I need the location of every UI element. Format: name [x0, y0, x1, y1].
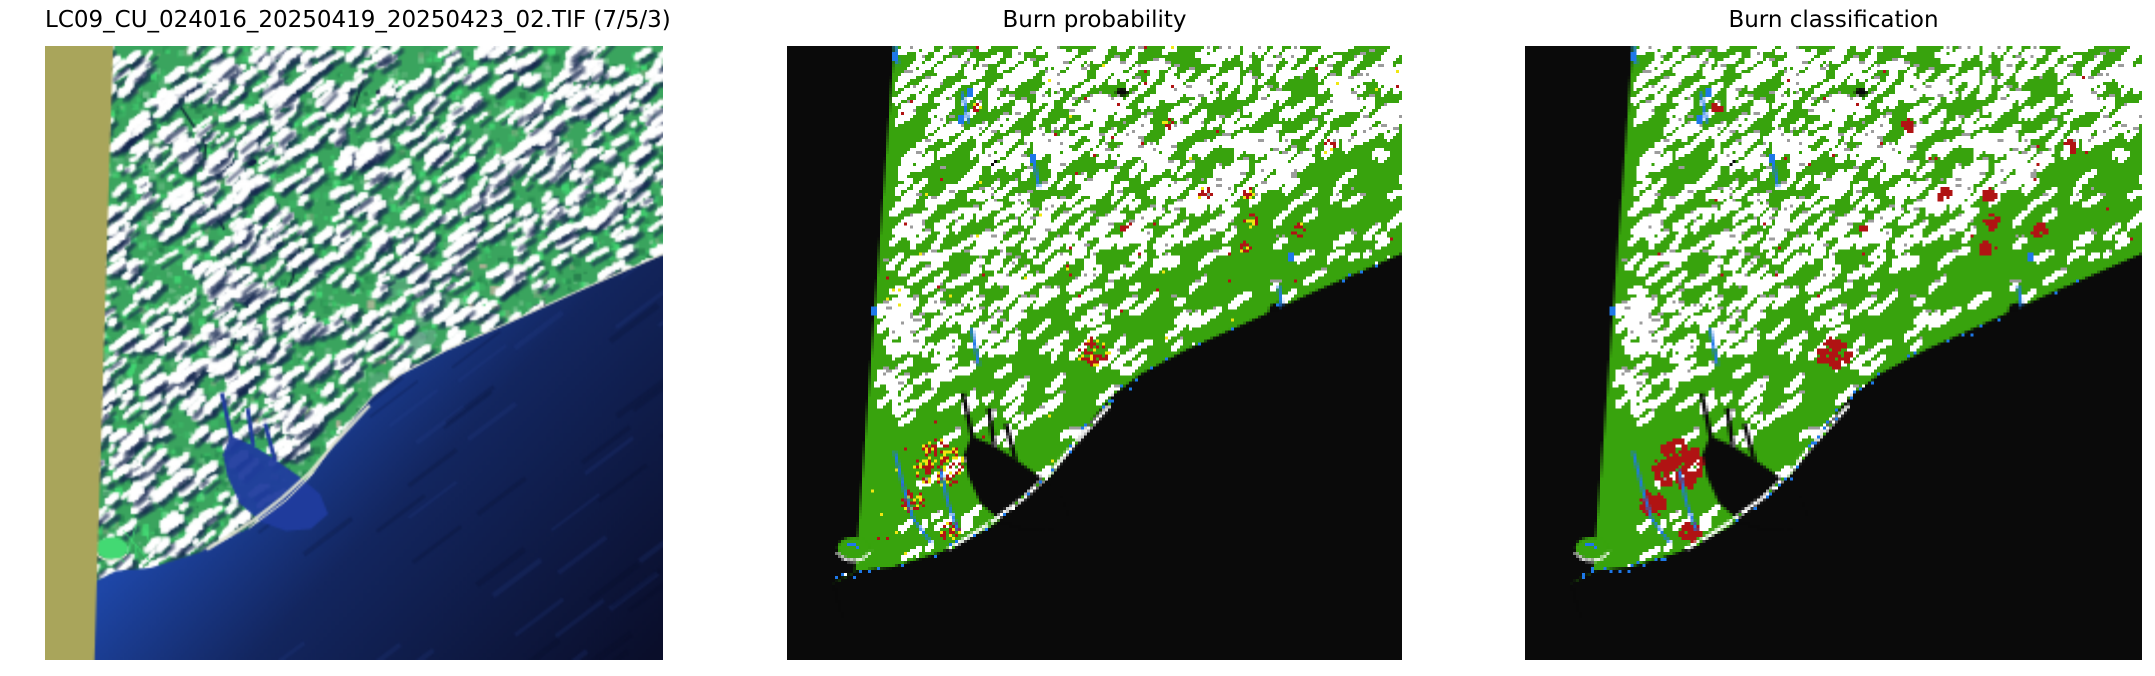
- panel-title-burn-classification: Burn classification: [1728, 7, 1939, 33]
- panel-title-source-image: LC09_CU_024016_20250419_20250423_02.TIF …: [45, 7, 671, 33]
- burn-probability-map: [787, 46, 1402, 660]
- burn-classification-map: [1525, 46, 2142, 660]
- false-color-satellite-image: [45, 46, 663, 660]
- panel-title-burn-probability: Burn probability: [1002, 7, 1187, 33]
